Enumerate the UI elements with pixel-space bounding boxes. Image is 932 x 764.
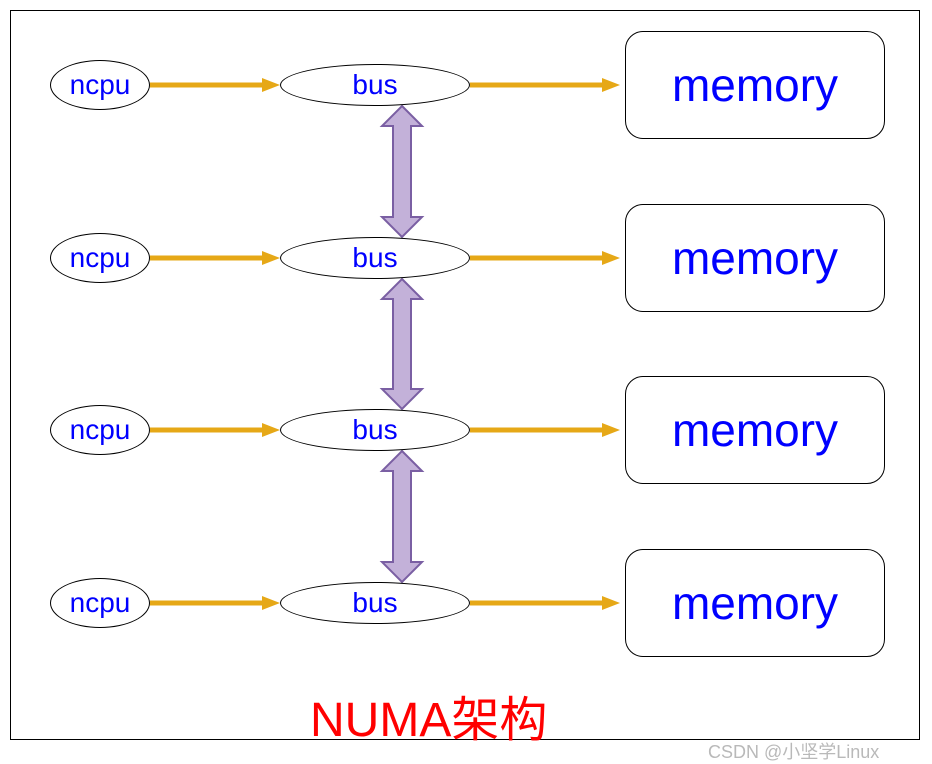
memory-label: memory [672,58,838,112]
bus-label: bus [352,414,397,446]
memory-node-1: memory [625,204,885,312]
memory-label: memory [672,231,838,285]
ncpu-label: ncpu [70,587,131,619]
memory-node-0: memory [625,31,885,139]
diagram-title: NUMA架构 [310,680,547,750]
bus-node-0: bus [280,64,470,106]
memory-label: memory [672,403,838,457]
ncpu-label: ncpu [70,69,131,101]
bus-label: bus [352,69,397,101]
ncpu-label: ncpu [70,414,131,446]
bus-label: bus [352,242,397,274]
ncpu-node-1: ncpu [50,233,150,283]
diagram-canvas: ncpu bus memory ncpu bus memory ncpu bus… [0,0,932,758]
memory-label: memory [672,576,838,630]
bus-label: bus [352,587,397,619]
ncpu-label: ncpu [70,242,131,274]
ncpu-node-3: ncpu [50,578,150,628]
bus-node-3: bus [280,582,470,624]
ncpu-node-2: ncpu [50,405,150,455]
bus-node-2: bus [280,409,470,451]
watermark-text: CSDN @小坚学Linux [708,738,879,764]
memory-node-3: memory [625,549,885,657]
memory-node-2: memory [625,376,885,484]
ncpu-node-0: ncpu [50,60,150,110]
bus-node-1: bus [280,237,470,279]
